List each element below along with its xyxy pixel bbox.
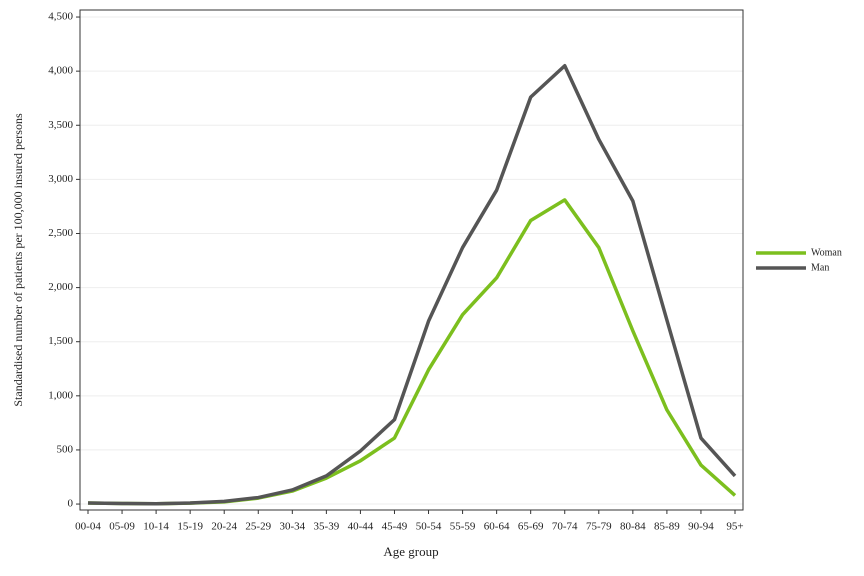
legend-label: Man bbox=[811, 262, 829, 273]
y-tick-label: 0 bbox=[68, 498, 74, 510]
x-tick-label: 60-64 bbox=[484, 521, 510, 533]
x-tick-label: 85-89 bbox=[654, 521, 680, 533]
x-tick-label: 35-39 bbox=[314, 521, 340, 533]
x-axis-label: Age group bbox=[383, 544, 438, 559]
y-axis-label: Standardised number of patients per 100,… bbox=[11, 113, 25, 407]
x-tick-label: 90-94 bbox=[688, 521, 714, 533]
x-tick-label: 00-04 bbox=[75, 521, 101, 533]
x-tick-label: 30-34 bbox=[279, 521, 305, 533]
x-tick-label: 95+ bbox=[726, 521, 743, 533]
y-tick-label: 4,000 bbox=[48, 65, 73, 77]
series-line bbox=[87, 198, 737, 506]
x-tick-label: 05-09 bbox=[109, 521, 135, 533]
x-tick-label: 50-54 bbox=[416, 521, 442, 533]
y-tick-label: 3,000 bbox=[48, 173, 73, 185]
plot-frame bbox=[79, 9, 744, 511]
x-tick-label: 20-24 bbox=[211, 521, 237, 533]
x-tick-label: 40-44 bbox=[348, 521, 374, 533]
series-line bbox=[87, 63, 737, 506]
y-tick-label: 500 bbox=[57, 443, 74, 455]
y-tick-label: 1,500 bbox=[48, 335, 73, 347]
x-tick-label: 70-74 bbox=[552, 521, 578, 533]
y-tick-label: 2,500 bbox=[48, 227, 73, 239]
x-tick-label: 45-49 bbox=[382, 521, 408, 533]
x-tick-label: 80-84 bbox=[620, 521, 646, 533]
y-tick-label: 3,500 bbox=[48, 119, 73, 131]
x-tick-label: 75-79 bbox=[586, 521, 612, 533]
x-tick-label: 10-14 bbox=[143, 521, 169, 533]
y-tick-label: 1,000 bbox=[48, 389, 73, 401]
x-tick-label: 55-59 bbox=[450, 521, 476, 533]
x-tick-label: 65-69 bbox=[518, 521, 544, 533]
legend-label: Woman bbox=[811, 247, 842, 258]
x-tick-label: 25-29 bbox=[245, 521, 271, 533]
y-tick-label: 2,000 bbox=[48, 281, 73, 293]
x-tick-label: 15-19 bbox=[177, 521, 203, 533]
y-tick-label: 4,500 bbox=[48, 11, 73, 23]
